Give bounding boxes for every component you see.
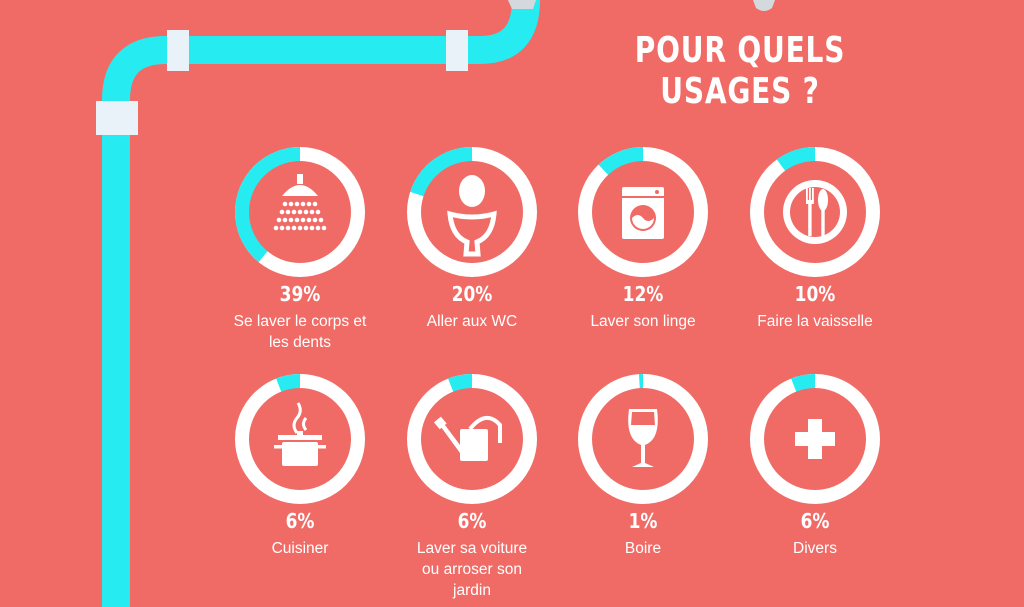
usage-percentage: 12% xyxy=(622,282,664,306)
donut-chart xyxy=(750,147,880,277)
usage-label: Laver sa voiture ou arroser son jardin xyxy=(416,540,528,599)
usage-percentage: 10% xyxy=(794,282,836,306)
donut-chart xyxy=(235,147,365,277)
water-drop-icon xyxy=(753,0,775,11)
pipe-joint xyxy=(446,30,468,71)
usage-percentage: 20% xyxy=(451,282,493,306)
usage-percentage: 6% xyxy=(457,509,487,533)
donut-chart xyxy=(750,374,880,504)
plate-cutlery-icon xyxy=(783,180,847,244)
usage-label: Cuisiner xyxy=(271,540,329,557)
faucet-icon xyxy=(508,0,536,9)
donut-chart xyxy=(235,374,365,504)
donut-chart xyxy=(407,147,537,277)
donut-hole xyxy=(421,161,523,263)
usage-label: Divers xyxy=(793,540,837,557)
usage-percentage: 39% xyxy=(279,282,321,306)
usage-label: Aller aux WC xyxy=(426,313,518,330)
usage-label: Laver son linge xyxy=(590,313,696,330)
cooking-pot-icon xyxy=(274,402,326,466)
pipe-joint xyxy=(167,30,189,71)
pipe-joint xyxy=(96,101,138,135)
donut-chart xyxy=(578,374,708,504)
toilet-icon xyxy=(447,175,497,257)
usage-percentage: 6% xyxy=(800,509,830,533)
washing-machine-icon xyxy=(622,187,664,239)
usage-percentage: 6% xyxy=(285,509,315,533)
donut-chart xyxy=(407,374,537,504)
shower-icon xyxy=(273,174,327,231)
usage-label: Faire la vaisselle xyxy=(757,313,873,330)
usage-label: Se laver le corps et les dents xyxy=(233,313,367,351)
watering-can-icon xyxy=(433,416,502,461)
cross-icon xyxy=(795,419,835,459)
usage-percentage: 1% xyxy=(628,509,658,533)
donut-chart xyxy=(578,147,708,277)
usage-label: Boire xyxy=(624,540,662,557)
page-title: POUR QUELS USAGES ? xyxy=(634,30,846,112)
wine-glass-icon xyxy=(628,409,658,467)
